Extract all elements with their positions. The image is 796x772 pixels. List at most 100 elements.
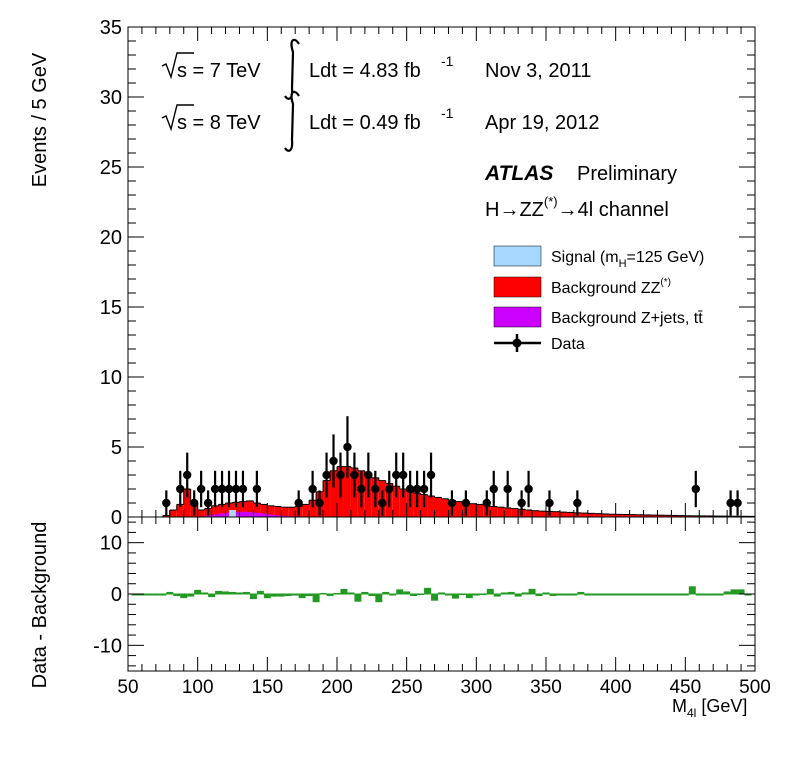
zz-bar-72 xyxy=(629,514,637,517)
main-y-axis-label: Events / 5 GeV xyxy=(29,52,51,187)
zz-bar-70 xyxy=(615,514,623,517)
zz-bar-77 xyxy=(664,515,672,517)
zz-bar-82 xyxy=(699,515,707,517)
zz-bar-71 xyxy=(622,514,630,517)
legend-label-zz: Background ZZ(*) xyxy=(551,277,671,297)
ratio-bar-16 xyxy=(242,591,250,594)
ratio-bar-51 xyxy=(486,588,494,594)
ratio-bar-54 xyxy=(507,591,515,594)
ratio-bar-37 xyxy=(389,594,397,596)
ratio-bar-66 xyxy=(591,594,599,596)
legend-marker-data xyxy=(494,334,541,352)
data-point-32 xyxy=(461,490,471,516)
data-marker-4 xyxy=(196,484,206,494)
zjets-bar-10 xyxy=(274,515,282,517)
zz-bar-81 xyxy=(692,515,700,517)
data-marker-38 xyxy=(545,498,554,508)
legend-signal-sub: H xyxy=(619,258,627,270)
data-point-42 xyxy=(733,490,742,516)
x-tick-label-8: 450 xyxy=(669,677,701,698)
main-frame xyxy=(127,26,756,518)
data-point-26 xyxy=(398,452,408,498)
ratio-bar-30 xyxy=(340,588,348,594)
zjets-bar-11 xyxy=(281,515,289,517)
data-marker-16 xyxy=(329,456,338,466)
data-marker-18 xyxy=(343,442,352,452)
ratio-bar-3 xyxy=(152,594,160,596)
data-point-38 xyxy=(545,490,554,516)
x-tick-label-3: 200 xyxy=(321,677,353,698)
main-ytick-label-2: 10 xyxy=(100,367,122,389)
lumi-8tev: Ldt = 0.49 fb xyxy=(309,112,421,134)
zz-bar-59 xyxy=(539,511,546,517)
zjets-bar-4 xyxy=(232,512,240,517)
channel-sup: (*) xyxy=(544,194,558,209)
x-axis-label: M4l [GeV] xyxy=(672,696,747,720)
data-marker-39 xyxy=(573,498,582,508)
zz-bar-54 xyxy=(504,507,512,517)
ratio-bar-18 xyxy=(256,590,264,594)
data-point-13 xyxy=(308,470,317,508)
data-marker-37 xyxy=(524,484,533,494)
ratio-bar-70 xyxy=(619,594,627,596)
legend-swatch-zjets xyxy=(493,306,542,328)
x-axis-label-sub: 4l xyxy=(687,706,696,720)
data-point-8 xyxy=(224,470,234,508)
data-marker-19 xyxy=(350,470,359,480)
lumi-7tev: Ldt = 4.83 fb xyxy=(309,60,421,82)
zz-bar-68 xyxy=(601,513,609,517)
main-ytick-label-1: 5 xyxy=(111,437,122,459)
data-point-4 xyxy=(196,470,206,508)
zz-bar-74 xyxy=(643,514,651,517)
ratio-ytick-label-1: 0 xyxy=(111,584,122,606)
data-point-35 xyxy=(503,470,512,508)
data-point-34 xyxy=(489,470,498,508)
zjets-bar-1 xyxy=(211,514,219,517)
data-marker-13 xyxy=(308,484,317,494)
data-point-21 xyxy=(364,452,373,498)
legend: Signal (mH=125 GeV) Background ZZ(*) Bac… xyxy=(493,245,704,353)
data-point-9 xyxy=(231,470,241,508)
sqrt-icon-8 xyxy=(161,104,194,132)
data-point-22 xyxy=(371,470,380,508)
data-marker-22 xyxy=(371,484,380,494)
legend-signal-main: Signal (m xyxy=(551,249,619,266)
ratio-bar-47 xyxy=(458,593,466,595)
zz-bar-55 xyxy=(511,508,519,517)
ratio-bar-26 xyxy=(312,594,320,603)
zz-bar-20 xyxy=(267,505,275,517)
main-ytick-label-5: 25 xyxy=(100,157,122,179)
ratio-bar-40 xyxy=(410,594,418,597)
zz-bar-58 xyxy=(532,510,540,517)
data-point-12 xyxy=(294,490,303,516)
legend-zz-main: Background ZZ xyxy=(551,280,661,297)
ratio-bar-2 xyxy=(145,594,153,596)
ratio-bar-78 xyxy=(674,594,682,596)
zz-bar-43 xyxy=(427,496,435,517)
data-marker-8 xyxy=(224,484,234,494)
zz-bar-75 xyxy=(650,515,658,517)
ratio-bar-59 xyxy=(542,592,550,594)
histogram-group xyxy=(162,416,755,517)
ratio-bar-41 xyxy=(417,593,425,595)
zz-bar-21 xyxy=(274,506,282,517)
ratio-bar-44 xyxy=(438,592,445,594)
ratio-bar-43 xyxy=(431,594,439,601)
ratio-bar-55 xyxy=(514,594,522,597)
ratio-bar-14 xyxy=(229,591,236,594)
ratio-bar-88 xyxy=(744,594,752,596)
ratio-bar-17 xyxy=(249,594,257,600)
ratio-bar-13 xyxy=(222,591,230,594)
energy-7tev: s = 7 TeV xyxy=(177,60,261,82)
main-ytick-label-7: 35 xyxy=(100,17,122,39)
ratio-bar-80 xyxy=(688,586,696,594)
data-marker-31 xyxy=(447,498,457,508)
zz-bar-63 xyxy=(566,512,574,517)
data-marker-35 xyxy=(503,484,512,494)
ratio-bar-60 xyxy=(549,594,557,597)
data-marker-12 xyxy=(294,498,303,508)
date-7tev: Nov 3, 2011 xyxy=(485,60,591,82)
data-marker-11 xyxy=(252,484,262,494)
ratio-bar-20 xyxy=(270,594,278,597)
x-tick-label-1: 100 xyxy=(182,677,214,698)
